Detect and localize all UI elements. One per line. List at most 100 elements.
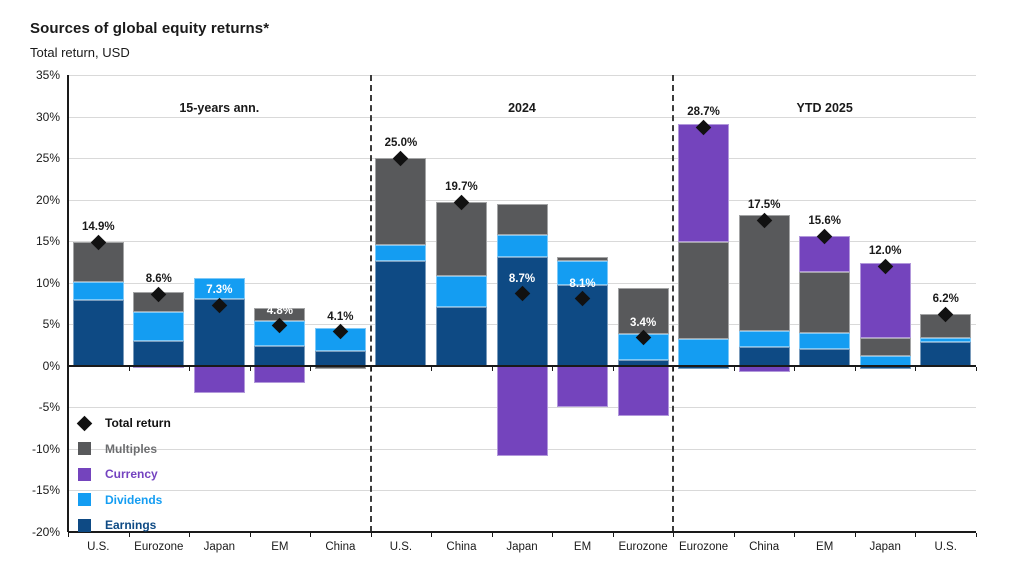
x-axis-tick — [310, 533, 312, 537]
group-title: 2024 — [508, 101, 536, 115]
legend-swatch-icon — [78, 467, 91, 481]
bar-segment-multiples — [678, 242, 730, 340]
legend-swatch-icon — [78, 442, 91, 455]
bar-segment-earnings — [254, 345, 306, 366]
bar-segment-earnings — [920, 341, 972, 366]
total-return-label: 3.4% — [629, 316, 657, 329]
gridline — [68, 490, 976, 492]
x-axis-tick — [733, 533, 735, 537]
zero-axis-tick — [552, 366, 554, 371]
bar-segment-multiples — [617, 287, 669, 335]
legend-item-multiples: Multiples — [78, 439, 157, 459]
bar-segment-currency — [859, 262, 911, 339]
y-axis-tick-label: 10% — [35, 275, 60, 290]
x-axis-label: Eurozone — [678, 541, 729, 553]
zero-axis-tick — [491, 366, 493, 371]
bar-segment-multiples — [72, 242, 124, 282]
bar-segment-multiples — [859, 338, 911, 356]
x-axis-label: EM — [816, 541, 834, 553]
y-axis-tick-label: -5% — [38, 400, 60, 415]
legend-swatch-icon — [78, 518, 91, 532]
y-axis-tick-label: 35% — [35, 68, 60, 82]
x-axis-label: China — [749, 541, 780, 553]
chart-subtitle: Total return, USD — [30, 45, 130, 60]
legend-label: Dividends — [105, 492, 163, 507]
x-axis-tick — [612, 533, 614, 537]
bar-segment-multiples — [496, 203, 548, 235]
x-axis-label: Eurozone — [618, 541, 668, 553]
group-separator — [672, 75, 675, 532]
bar-segment-dividends — [799, 333, 851, 350]
bar-segment-earnings — [557, 285, 609, 366]
zero-axis-tick — [431, 366, 433, 371]
total-return-label: 4.8% — [266, 304, 293, 317]
x-axis-label: China — [446, 541, 477, 553]
x-axis-tick — [189, 533, 191, 537]
bar-segment-currency — [193, 365, 245, 394]
x-axis-label: EM — [271, 541, 289, 553]
total-return-label: 19.7% — [445, 181, 478, 194]
bar-segment-earnings — [799, 349, 851, 366]
x-axis-tick — [68, 533, 69, 537]
bar-segment-earnings — [435, 306, 487, 366]
bar-segment-multiples — [557, 256, 609, 262]
x-axis-tick — [915, 533, 917, 537]
total-return-label: 4.1% — [327, 310, 354, 323]
zero-axis-tick — [733, 366, 735, 371]
total-return-label: 7.3% — [206, 284, 233, 297]
zero-axis-tick — [68, 366, 69, 371]
legend-item-dividends: Dividends — [78, 490, 162, 510]
total-return-label: 8.1% — [569, 277, 596, 290]
bar-segment-dividends — [557, 261, 609, 286]
zero-axis-tick — [310, 366, 312, 371]
gridline — [68, 75, 976, 76]
legend-swatch-icon — [78, 493, 91, 506]
zero-axis-tick — [673, 366, 675, 371]
zero-axis-tick — [915, 366, 917, 371]
bar-segment-multiples — [435, 202, 487, 277]
x-axis-label: U.S. — [934, 541, 957, 553]
bar-segment-multiples — [738, 214, 790, 331]
y-axis-tick-label: 30% — [35, 109, 60, 124]
bar-segment-earnings — [314, 350, 366, 366]
legend-label: Earnings — [105, 518, 157, 532]
y-axis-line — [67, 75, 69, 532]
x-axis-tick — [128, 533, 130, 537]
x-axis-label: Japan — [869, 541, 901, 553]
bar-segment-dividends — [678, 339, 730, 366]
zero-axis-tick — [128, 366, 130, 371]
total-return-label: 17.5% — [747, 199, 781, 212]
x-axis-label: Japan — [203, 541, 235, 553]
x-axis-tick — [370, 533, 372, 537]
x-axis-tick — [854, 533, 856, 537]
x-axis-tick — [976, 533, 977, 537]
total-return-label: 28.7% — [687, 106, 720, 119]
bar-segment-multiples — [375, 158, 427, 246]
y-axis-tick-label: -20% — [31, 525, 60, 539]
zero-axis-tick — [976, 366, 977, 371]
x-axis-tick — [431, 533, 433, 537]
total-return-label: 8.6% — [145, 273, 172, 286]
total-return-label: 15.6% — [808, 215, 841, 228]
legend-item-currency: Currency — [78, 464, 158, 484]
zero-axis-line — [68, 364, 976, 367]
group-separator — [369, 75, 372, 532]
x-axis-label: China — [325, 541, 356, 553]
gridline — [68, 158, 976, 160]
bar-segment-earnings — [496, 256, 548, 366]
bar-segment-currency — [254, 365, 306, 384]
legend-label: Currency — [105, 467, 158, 481]
x-axis-tick — [249, 533, 251, 537]
y-axis-tick-label: -10% — [31, 441, 60, 456]
legend-label: Multiples — [105, 441, 158, 456]
x-axis-label: U.S. — [87, 541, 110, 553]
bar-segment-dividends — [133, 311, 185, 341]
zero-axis-tick — [189, 366, 191, 371]
bar-segment-earnings — [738, 346, 790, 366]
y-axis-tick-label: 0% — [42, 358, 60, 373]
legend-label: Total return — [105, 416, 171, 430]
plot-area: 15-years ann. 14.9% 8.6% 7.3% 4.8% 4.1% 2024 25… — [67, 75, 977, 537]
y-axis-tick-label: 15% — [35, 234, 60, 249]
group-title: YTD 2025 — [796, 101, 853, 115]
